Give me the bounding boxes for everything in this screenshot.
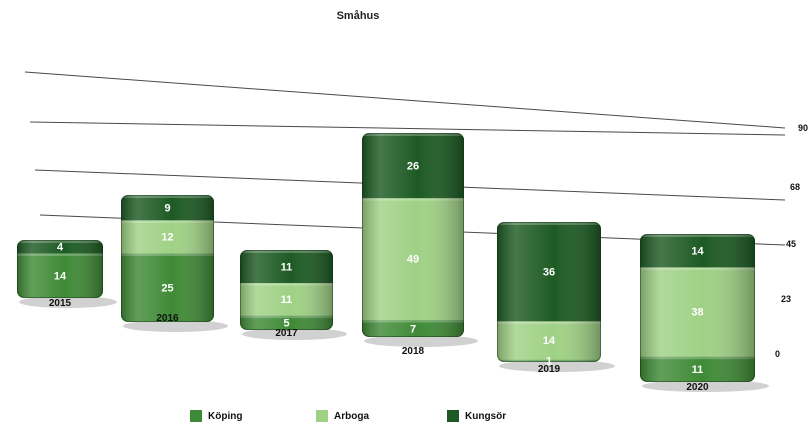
y-tick-label: 90 [798,123,808,133]
legend-item-kungsor: Kungsör [447,410,506,422]
y-tick-label: 23 [781,294,791,304]
bar-shadow [642,380,769,392]
bar-shadow [364,335,478,347]
data-label: 7 [410,323,416,335]
legend-label-koping: Köping [208,410,243,422]
x-tick-label: 2020 [686,382,709,393]
data-label: 14 [54,270,67,282]
bar-shadow [499,360,615,372]
bar-stack-2017: 5 11 11 2017 [240,250,333,339]
data-label: 11 [281,294,293,306]
y-tick-label: 0 [775,349,780,359]
data-label: 26 [407,160,419,172]
y-axis-ticks: 0 23 45 68 90 [775,123,808,359]
legend-swatch-arboga [316,410,328,422]
legend-item-koping: Köping [190,410,242,422]
data-label: 14 [691,245,704,257]
data-label: 4 [57,241,64,253]
legend-label-arboga: Arboga [334,410,369,422]
bar-stack-2020: 11 38 14 2020 [640,234,755,393]
legend: Köping Arboga Kungsör [0,410,811,424]
x-tick-label: 2016 [156,313,179,324]
data-label: 49 [407,254,419,266]
chart-title: Småhus [336,10,380,22]
bar-shadow [242,328,347,340]
legend-swatch-kungsor [447,410,459,422]
x-tick-label: 2019 [538,364,561,375]
legend-item-arboga: Arboga [316,410,369,422]
x-tick-label: 2018 [402,346,425,357]
x-tick-label: 2015 [49,298,72,309]
data-label: 25 [161,282,173,294]
x-tick-label: 2017 [275,328,298,339]
y-tick-label: 45 [786,239,796,249]
bars: 14 4 2015 25 12 9 2016 5 11 11 2017 7 49 26 2018 1 14 36 2… [17,133,755,393]
data-label: 5 [283,318,289,330]
bar-stack-2016: 25 12 9 2016 [121,195,214,324]
bar-shadows [19,296,769,392]
bar-shadow [123,320,228,332]
bar-stack-2015: 14 4 2015 [17,240,103,309]
data-label: 12 [161,231,173,243]
y-tick-label: 68 [790,182,800,192]
data-label: 36 [543,266,555,278]
gridline [29,121,786,136]
legend-swatch-koping [190,410,202,422]
legend-label-kungsor: Kungsör [465,410,507,422]
data-label: 11 [692,364,704,376]
data-label: 1 [546,356,552,368]
data-label: 14 [543,335,556,347]
bar-shadow [19,296,117,308]
data-label: 38 [691,307,703,319]
data-label: 11 [281,261,293,273]
bar-stack-2018: 7 49 26 2018 [362,133,464,357]
bar-stack-2019: 1 14 36 2019 [497,222,601,375]
gridline [24,71,786,129]
data-label: 9 [164,202,170,214]
